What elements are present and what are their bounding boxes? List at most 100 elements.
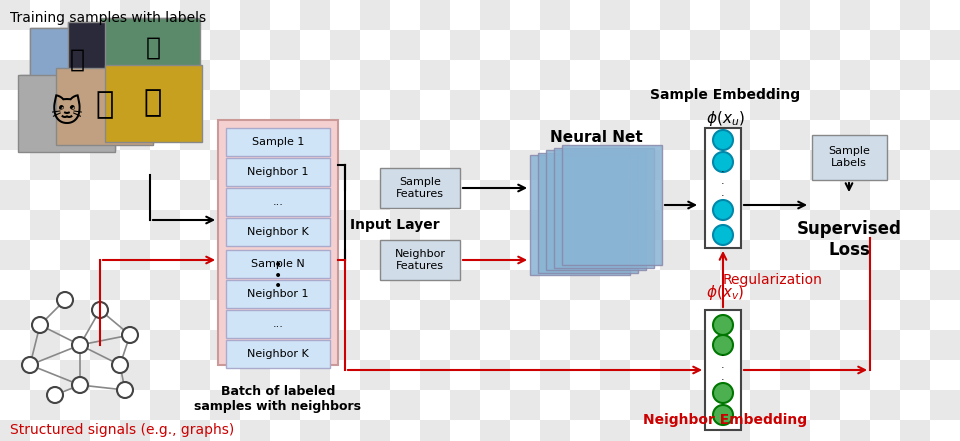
FancyBboxPatch shape bbox=[56, 68, 153, 145]
Bar bbox=[600, 210, 630, 240]
Bar bbox=[720, 390, 750, 420]
Bar bbox=[360, 90, 390, 120]
Bar bbox=[540, 420, 570, 441]
Text: Structured signals (e.g., graphs): Structured signals (e.g., graphs) bbox=[10, 423, 234, 437]
Text: Neighbor K: Neighbor K bbox=[247, 349, 309, 359]
Bar bbox=[540, 30, 570, 60]
Bar bbox=[810, 180, 840, 210]
Bar bbox=[660, 390, 690, 420]
Bar bbox=[660, 60, 690, 90]
Bar bbox=[150, 30, 180, 60]
Bar bbox=[630, 420, 660, 441]
Bar bbox=[870, 420, 900, 441]
Bar bbox=[390, 330, 420, 360]
Text: 🐶: 🐶 bbox=[96, 90, 114, 120]
Bar bbox=[720, 240, 750, 270]
Bar bbox=[150, 0, 180, 30]
Bar bbox=[180, 300, 210, 330]
Bar bbox=[30, 240, 60, 270]
Bar bbox=[210, 60, 240, 90]
Bar bbox=[900, 150, 930, 180]
Bar bbox=[270, 180, 300, 210]
Bar bbox=[510, 0, 540, 30]
Bar bbox=[330, 120, 360, 150]
Circle shape bbox=[47, 387, 63, 403]
Bar bbox=[420, 240, 450, 270]
Bar bbox=[720, 300, 750, 330]
Bar bbox=[60, 150, 90, 180]
Text: ·
·
·: · · · bbox=[721, 351, 725, 385]
Bar bbox=[930, 300, 960, 330]
Bar bbox=[630, 60, 660, 90]
Bar bbox=[930, 360, 960, 390]
FancyBboxPatch shape bbox=[530, 155, 630, 275]
Bar bbox=[120, 0, 150, 30]
Bar bbox=[60, 420, 90, 441]
FancyBboxPatch shape bbox=[380, 240, 460, 280]
Bar bbox=[150, 150, 180, 180]
Bar bbox=[570, 180, 600, 210]
Bar bbox=[780, 390, 810, 420]
Bar bbox=[120, 120, 150, 150]
Bar bbox=[240, 90, 270, 120]
Bar bbox=[810, 270, 840, 300]
Bar bbox=[540, 270, 570, 300]
Bar bbox=[780, 0, 810, 30]
Text: Input Layer: Input Layer bbox=[350, 218, 440, 232]
Bar bbox=[480, 330, 510, 360]
Bar bbox=[810, 210, 840, 240]
Bar bbox=[930, 240, 960, 270]
Circle shape bbox=[713, 315, 733, 335]
Bar bbox=[840, 390, 870, 420]
Bar bbox=[750, 30, 780, 60]
Bar bbox=[930, 0, 960, 30]
Bar bbox=[60, 240, 90, 270]
Bar bbox=[600, 60, 630, 90]
Bar bbox=[0, 210, 30, 240]
Bar bbox=[240, 330, 270, 360]
Bar bbox=[210, 360, 240, 390]
Bar bbox=[570, 90, 600, 120]
Bar bbox=[390, 90, 420, 120]
Bar bbox=[150, 420, 180, 441]
Bar bbox=[570, 390, 600, 420]
Bar bbox=[480, 420, 510, 441]
Bar bbox=[300, 240, 330, 270]
Bar bbox=[330, 180, 360, 210]
Bar bbox=[330, 390, 360, 420]
Bar bbox=[90, 270, 120, 300]
Bar bbox=[570, 330, 600, 360]
Bar bbox=[750, 360, 780, 390]
Bar bbox=[150, 360, 180, 390]
Bar bbox=[240, 390, 270, 420]
Bar bbox=[180, 210, 210, 240]
Bar bbox=[630, 180, 660, 210]
Bar bbox=[0, 420, 30, 441]
Bar bbox=[570, 60, 600, 90]
Bar bbox=[120, 330, 150, 360]
FancyBboxPatch shape bbox=[58, 68, 153, 143]
Bar bbox=[0, 0, 30, 30]
Circle shape bbox=[713, 335, 733, 355]
Bar bbox=[900, 300, 930, 330]
Bar bbox=[690, 90, 720, 120]
Bar bbox=[120, 420, 150, 441]
Bar bbox=[330, 270, 360, 300]
Bar bbox=[480, 360, 510, 390]
Bar bbox=[60, 360, 90, 390]
Bar bbox=[900, 420, 930, 441]
Bar bbox=[90, 330, 120, 360]
Bar bbox=[570, 0, 600, 30]
Bar bbox=[630, 330, 660, 360]
Bar bbox=[300, 420, 330, 441]
Bar bbox=[510, 210, 540, 240]
Bar bbox=[330, 360, 360, 390]
Bar bbox=[0, 60, 30, 90]
Bar bbox=[120, 30, 150, 60]
Bar bbox=[840, 60, 870, 90]
Bar bbox=[480, 90, 510, 120]
Bar bbox=[420, 30, 450, 60]
Bar bbox=[240, 120, 270, 150]
Bar bbox=[810, 90, 840, 120]
Bar bbox=[510, 240, 540, 270]
